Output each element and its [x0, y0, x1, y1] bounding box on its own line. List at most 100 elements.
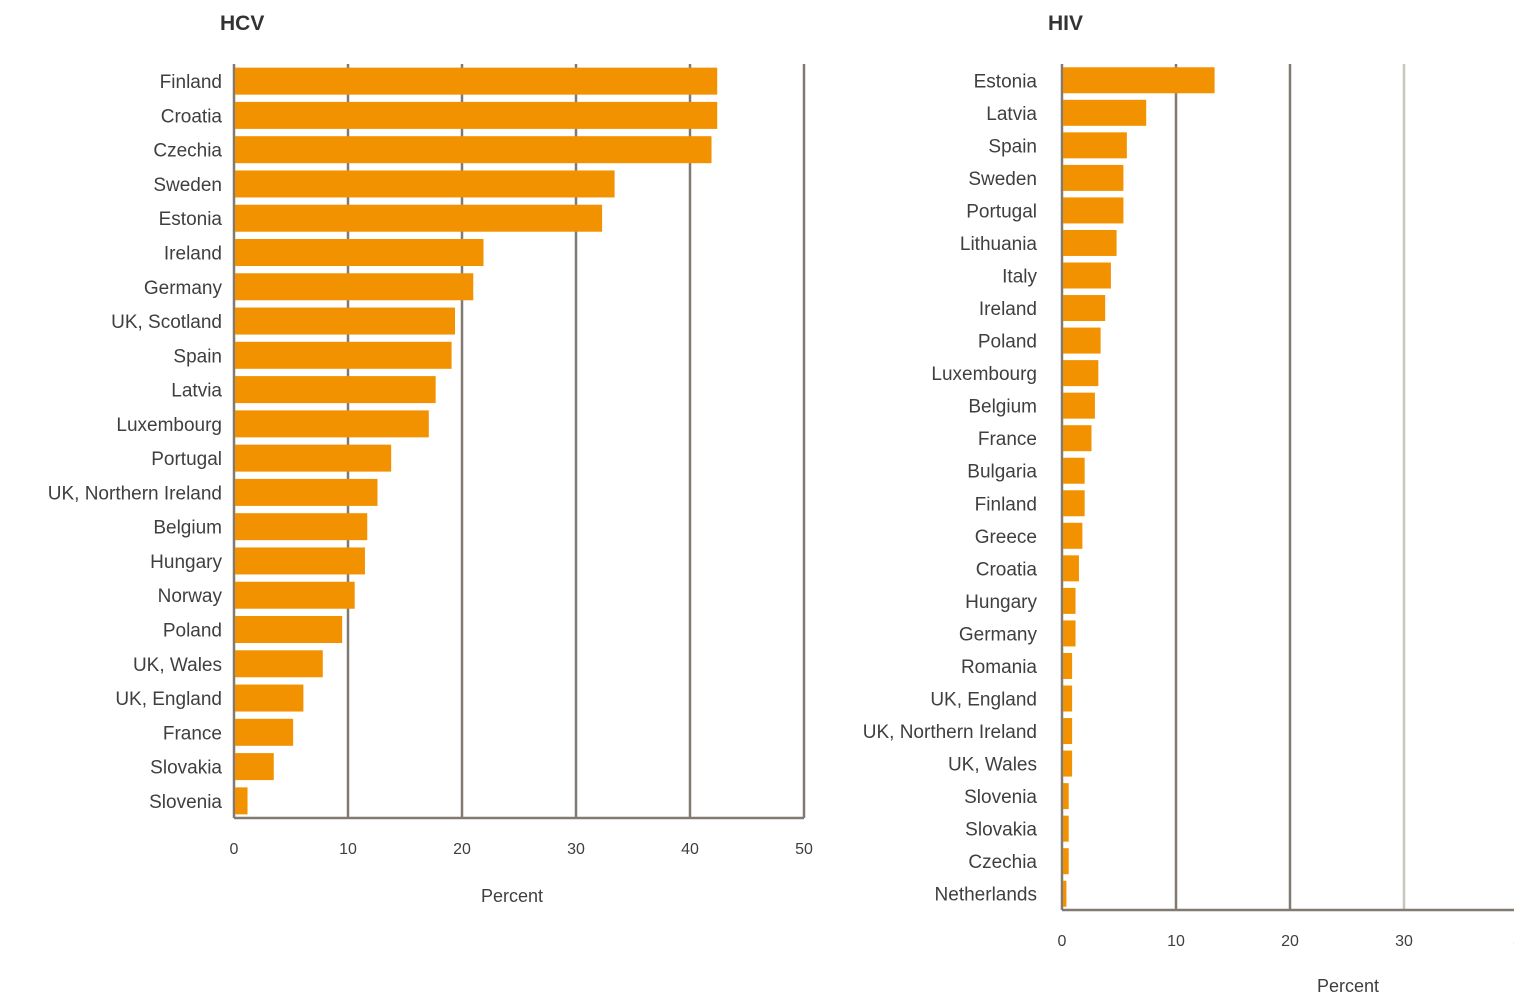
- hiv-bar-estonia: [1063, 67, 1215, 94]
- hiv-bar-lithuania: [1063, 229, 1117, 256]
- hiv-x-tick-label: 0: [1058, 933, 1067, 950]
- hcv-category-label: Germany: [144, 278, 223, 299]
- hcv-x-tick-label: 40: [681, 841, 699, 858]
- hiv-bar-uk-wales: [1063, 750, 1073, 777]
- hiv-bar-france: [1063, 425, 1092, 452]
- hiv-x-tick-label: 10: [1167, 933, 1185, 950]
- hiv-category-label: Poland: [978, 332, 1037, 353]
- hcv-chart-title: HCV: [220, 12, 264, 35]
- hiv-category-label: Netherlands: [935, 885, 1037, 906]
- hcv-category-label: Poland: [163, 621, 222, 642]
- hiv-category-label: UK, Northern Ireland: [863, 722, 1037, 743]
- hiv-category-label: Portugal: [966, 201, 1037, 222]
- hiv-bar-romania: [1063, 652, 1073, 679]
- hcv-bar-uk-england: [235, 684, 304, 712]
- hcv-bar-poland: [235, 616, 343, 643]
- hiv-category-label: Sweden: [968, 169, 1037, 190]
- hcv-category-label: Ireland: [164, 244, 222, 265]
- hiv-bar-uk-england: [1063, 685, 1073, 712]
- hiv-bar-luxembourg: [1063, 360, 1099, 387]
- hcv-category-label: Sweden: [153, 175, 222, 196]
- hcv-category-label: Finland: [160, 72, 222, 93]
- hiv-category-label: Ireland: [979, 299, 1037, 320]
- hiv-bar-sweden: [1063, 164, 1124, 191]
- hiv-bar-uk-northern-ireland: [1063, 718, 1073, 745]
- hiv-bar-latvia: [1063, 99, 1147, 126]
- hiv-category-label: UK, Wales: [948, 755, 1037, 776]
- hcv-bar-uk-scotland: [235, 307, 456, 335]
- hiv-category-label: Lithuania: [960, 234, 1038, 255]
- hiv-bar-belgium: [1063, 392, 1095, 419]
- hiv-x-tick-label: 20: [1281, 933, 1299, 950]
- hcv-category-label: Croatia: [161, 106, 223, 127]
- hiv-bar-croatia: [1063, 555, 1079, 582]
- hcv-category-label: Portugal: [151, 449, 222, 470]
- hcv-x-tick-label: 50: [795, 841, 813, 858]
- hcv-bar-uk-wales: [235, 650, 323, 678]
- hiv-category-label: Italy: [1002, 267, 1037, 288]
- hcv-category-label: France: [163, 723, 222, 744]
- hiv-category-label: Slovakia: [965, 820, 1037, 841]
- hiv-chart-title: HIV: [1048, 12, 1083, 35]
- hcv-bar-uk-northern-ireland: [235, 478, 378, 506]
- hcv-category-label: UK, England: [115, 689, 222, 710]
- hiv-bar-italy: [1063, 262, 1111, 289]
- hiv-bar-slovenia: [1063, 783, 1069, 810]
- hiv-bar-netherlands: [1063, 880, 1067, 907]
- hcv-bar-france: [235, 718, 294, 746]
- hcv-category-label: UK, Northern Ireland: [48, 483, 222, 504]
- hiv-bar-spain: [1063, 132, 1127, 159]
- hiv-category-label: Germany: [959, 624, 1038, 645]
- hiv-category-label: Romania: [961, 657, 1037, 678]
- hiv-x-tick-label: 30: [1395, 933, 1413, 950]
- hcv-x-tick-label: 0: [230, 841, 239, 858]
- hiv-category-label: Latvia: [986, 104, 1037, 125]
- hiv-bar-ireland: [1063, 295, 1106, 322]
- hcv-category-label: Belgium: [153, 518, 222, 539]
- hiv-category-label: Slovenia: [964, 787, 1037, 808]
- hiv-x-axis-label: Percent: [1317, 976, 1379, 996]
- hcv-bar-czechia: [235, 136, 712, 164]
- hiv-category-label: France: [978, 429, 1037, 450]
- hcv-bar-ireland: [235, 239, 484, 266]
- hcv-category-label: Czechia: [153, 141, 222, 162]
- hcv-category-label: Spain: [173, 346, 222, 367]
- hiv-category-label: Bulgaria: [967, 462, 1037, 483]
- hcv-bar-germany: [235, 273, 474, 301]
- hcv-category-label: Latvia: [171, 381, 222, 402]
- hcv-bar-luxembourg: [235, 410, 429, 438]
- hiv-category-label: Luxembourg: [931, 364, 1037, 385]
- hiv-category-label: Belgium: [968, 397, 1037, 418]
- hcv-category-label: Slovenia: [149, 792, 222, 813]
- hiv-bar-greece: [1063, 522, 1083, 549]
- hcv-x-tick-label: 30: [567, 841, 585, 858]
- hiv-category-label: Croatia: [976, 559, 1038, 580]
- hcv-x-tick-label: 10: [339, 841, 357, 858]
- hiv-bar-poland: [1063, 327, 1101, 354]
- hcv-bar-sweden: [235, 170, 615, 198]
- hcv-chart-panel: HCV 0 10 20 30 40 50 Finland Croatia Czechia Swede…: [48, 12, 813, 906]
- hcv-bar-finland: [235, 67, 718, 95]
- hiv-category-label: Greece: [975, 527, 1037, 548]
- hcv-category-label: Norway: [158, 586, 223, 607]
- hcv-x-axis-label: Percent: [481, 886, 543, 906]
- hcv-bar-norway: [235, 581, 355, 609]
- hcv-category-label: UK, Scotland: [111, 312, 222, 333]
- hiv-category-label: Estonia: [974, 71, 1038, 92]
- hcv-bar-latvia: [235, 376, 436, 404]
- hiv-bar-slovakia: [1063, 815, 1069, 842]
- hcv-bar-estonia: [235, 204, 603, 232]
- hiv-category-label: UK, England: [930, 690, 1037, 711]
- hcv-bar-slovakia: [235, 753, 274, 781]
- hiv-chart-panel: HIV01020304EstoniaLatviaSpainSwedenPortu…: [863, 12, 1514, 996]
- hcv-category-label: UK, Wales: [133, 655, 222, 676]
- hiv-category-label: Spain: [988, 136, 1037, 157]
- hiv-category-label: Hungary: [965, 592, 1037, 613]
- hcv-category-label: Slovakia: [150, 758, 222, 779]
- hiv-bar-portugal: [1063, 197, 1124, 224]
- hcv-bar-hungary: [235, 547, 365, 575]
- hcv-x-tick-label: 20: [453, 841, 471, 858]
- hcv-bar-portugal: [235, 444, 392, 472]
- hiv-category-label: Czechia: [968, 852, 1037, 873]
